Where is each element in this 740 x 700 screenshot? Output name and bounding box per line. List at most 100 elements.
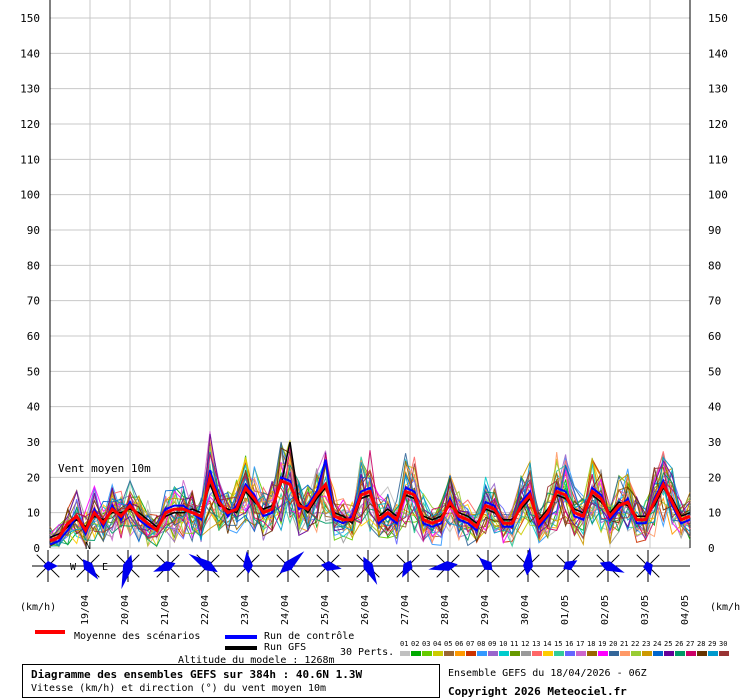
y-tick-label-left: 100 (20, 189, 40, 202)
legend-gfs-swatch (225, 646, 257, 650)
legend-perts-label: 30 Perts. (340, 647, 395, 658)
wind-rose (352, 550, 384, 585)
y-tick-label-right: 100 (708, 189, 728, 202)
pert-number-label: 10 (499, 640, 508, 648)
pert-number-label: 15 (554, 640, 563, 648)
y-tick-label-right: 50 (708, 365, 721, 378)
y-tick-label-left: 60 (27, 330, 40, 343)
wind-rose (112, 550, 144, 590)
pert-number-label: 01 (400, 640, 409, 648)
y-tick-label-right: 140 (708, 47, 728, 60)
pert-number-label: 08 (477, 640, 486, 648)
series-line (49, 471, 691, 543)
x-date-label: 30/04 (520, 595, 531, 625)
wind-direction-roses: NW E (32, 541, 690, 590)
y-tick-label-left: 130 (20, 83, 40, 96)
x-date-label: 21/04 (160, 595, 171, 625)
perturbation-line-26 (49, 463, 691, 547)
pert-number-label: 06 (455, 640, 464, 648)
pert-color-swatch (499, 651, 509, 656)
pert-number-label: 09 (488, 640, 497, 648)
perturbation-line-28 (49, 447, 691, 547)
x-date-label: 03/05 (640, 595, 651, 625)
wind-direction-petal (428, 561, 458, 571)
pert-color-swatch (675, 651, 685, 656)
y-tick-label-right: 20 (708, 471, 721, 484)
wind-rose (72, 550, 104, 582)
x-date-label: 02/05 (600, 595, 611, 625)
pert-color-swatch (433, 651, 443, 656)
y-tick-label-left: 10 (27, 507, 40, 520)
wind-rose (32, 550, 64, 582)
pert-number-label: 18 (587, 640, 596, 648)
pert-color-swatch (598, 651, 608, 656)
footer-box: Diagramme des ensembles GEFS sur 384h : … (22, 664, 440, 698)
wind-rose (632, 550, 664, 582)
pert-color-swatch (466, 651, 476, 656)
pert-number-label: 26 (675, 640, 684, 648)
wind-direction-petal (243, 551, 253, 574)
pert-number-label: 02 (411, 640, 420, 648)
wind-rose (152, 550, 184, 582)
pert-color-swatch (554, 651, 564, 656)
y-tick-label-right: 130 (708, 83, 728, 96)
x-date-label: 01/05 (560, 595, 571, 625)
x-date-label: 25/04 (320, 595, 331, 625)
wind-direction-petal (43, 561, 58, 571)
footer-title: Diagramme des ensembles GEFS sur 384h : … (31, 668, 363, 681)
pert-number-label: 13 (532, 640, 541, 648)
pert-color-swatch (631, 651, 641, 656)
x-date-label: 22/04 (200, 595, 211, 625)
wind-rose (472, 550, 504, 582)
wind-direction-petal (643, 561, 653, 576)
pert-color-swatch (455, 651, 465, 656)
y-tick-label-left: 30 (27, 436, 40, 449)
y-tick-label-left: 80 (27, 259, 40, 272)
pert-number-label: 16 (565, 640, 574, 648)
pert-number-label: 23 (642, 640, 651, 648)
pert-number-label: 22 (631, 640, 640, 648)
pert-color-swatch (708, 651, 718, 656)
pert-color-swatch (609, 651, 619, 656)
y-tick-label-right: 120 (708, 118, 728, 131)
pert-color-swatch (477, 651, 487, 656)
pert-color-swatch (620, 651, 630, 656)
wind-rose (312, 550, 344, 582)
pert-number-label: 11 (510, 640, 519, 648)
pert-color-swatch (510, 651, 520, 656)
compass-e: E (102, 562, 108, 573)
grid (49, 0, 691, 549)
wind-direction-petal (121, 554, 133, 590)
wind-rose (392, 550, 424, 582)
y-tick-label-left: 140 (20, 47, 40, 60)
pert-number-label: 20 (609, 640, 618, 648)
y-tick-label-left: 150 (20, 12, 40, 25)
pert-number-label: 14 (543, 640, 552, 648)
pert-color-swatch (488, 651, 498, 656)
wind-direction-petal (82, 559, 99, 580)
pert-color-swatch (697, 651, 707, 656)
pert-number-label: 12 (521, 640, 530, 648)
perturbation-line-18 (49, 442, 691, 547)
footer-subtitle: Vitesse (km/h) et direction (°) du vent … (31, 683, 327, 694)
x-date-label: 26/04 (360, 595, 371, 625)
y-tick-label-right: 40 (708, 401, 721, 414)
pert-number-label: 25 (664, 640, 673, 648)
wind-direction-petal (599, 561, 625, 573)
y-tick-label-right: 150 (708, 12, 728, 25)
pert-color-swatch (653, 651, 663, 656)
wind-direction-petal (188, 553, 218, 573)
pert-color-swatch (543, 651, 553, 656)
pert-color-swatch (565, 651, 575, 656)
copyright: Copyright 2026 Meteociel.fr (448, 685, 627, 698)
y-tick-label-right: 30 (708, 436, 721, 449)
run-info: Ensemble GEFS du 18/04/2026 - 06Z (448, 668, 647, 679)
wind-rose (592, 550, 625, 582)
wind-direction-petal (279, 551, 305, 574)
pert-number-label: 03 (422, 640, 431, 648)
wind-direction-petal (402, 560, 413, 578)
pert-color-swatch (719, 651, 729, 656)
y-tick-label-left: 0 (33, 542, 40, 555)
y-tick-label-right: 60 (708, 330, 721, 343)
